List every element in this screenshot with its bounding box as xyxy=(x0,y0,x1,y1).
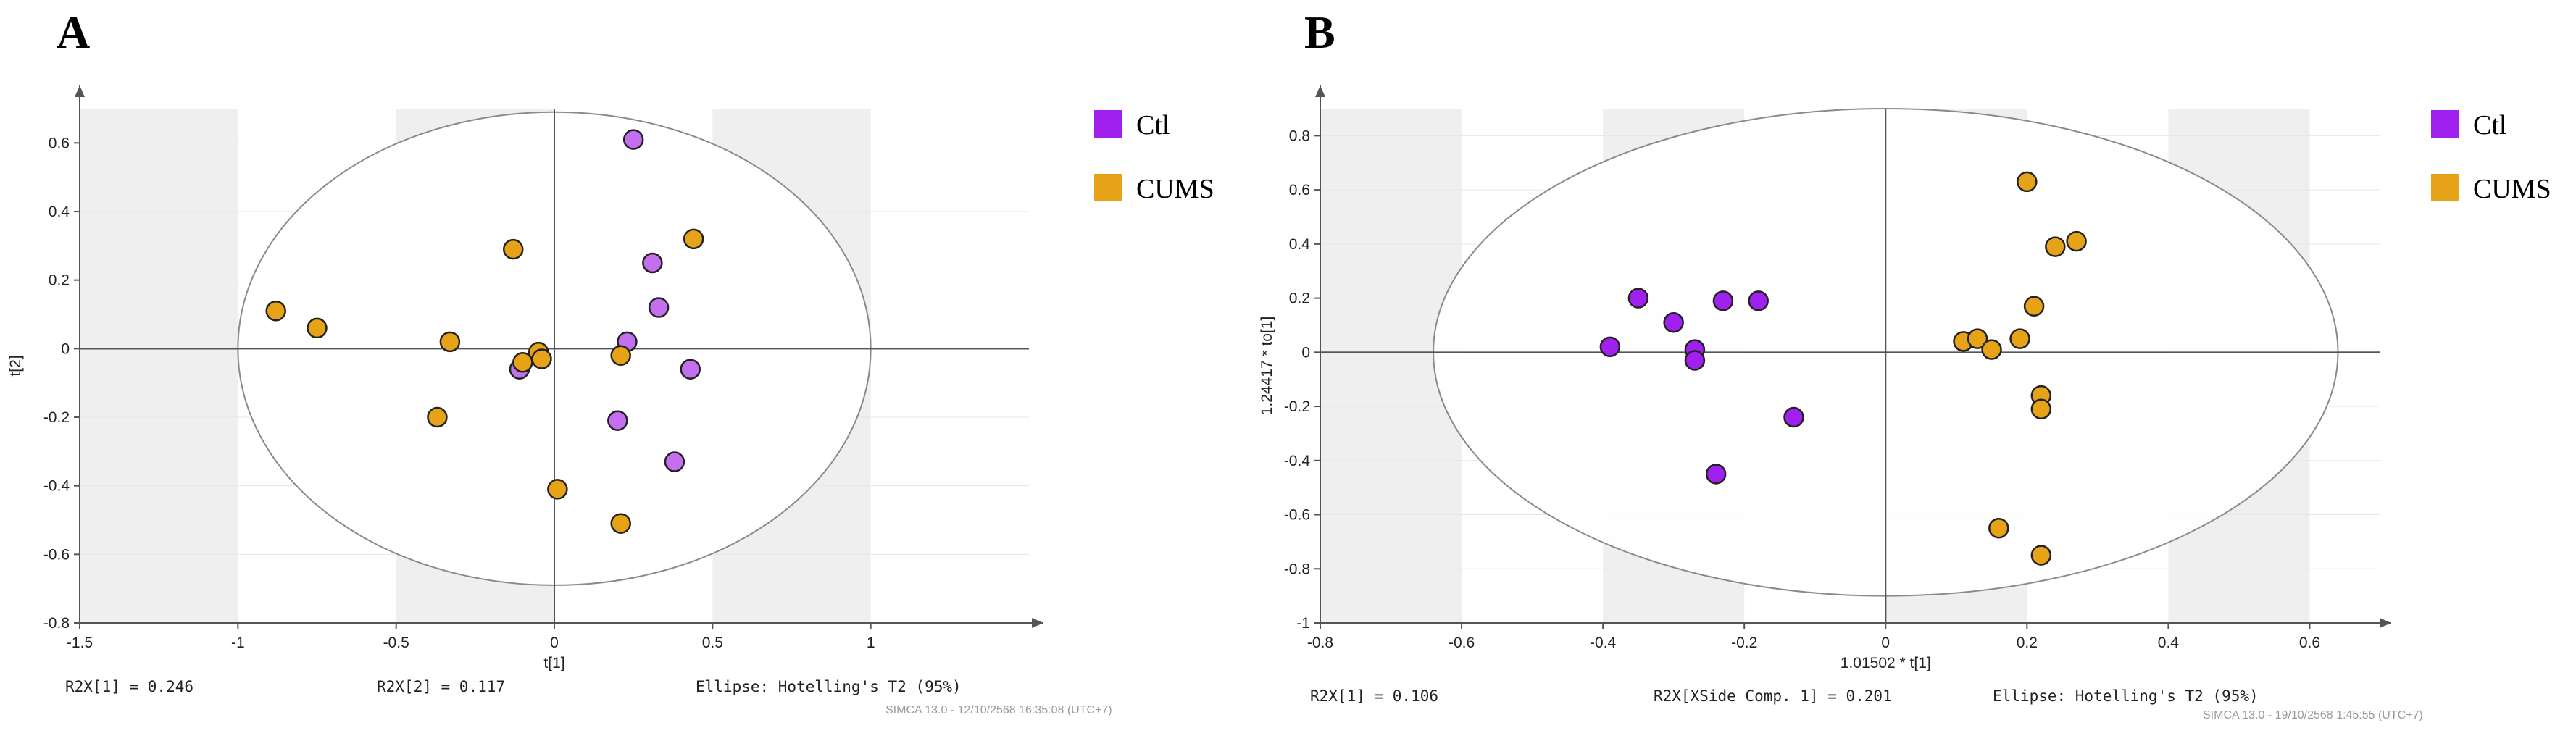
x-axis-arrow xyxy=(2380,618,2391,628)
y-tick-label: -0.2 xyxy=(1284,398,1310,415)
data-point-cums xyxy=(439,331,461,353)
y-tick-label: -0.4 xyxy=(43,478,70,495)
y-tick-label: -0.2 xyxy=(43,409,70,426)
y-tick-label: 0.4 xyxy=(49,204,70,220)
x-tick-label: 0.5 xyxy=(702,635,723,651)
data-point-cums xyxy=(427,406,448,428)
data-point-cums xyxy=(502,238,524,260)
legend-label-cums: CUMS xyxy=(2473,174,2551,204)
data-point-cums xyxy=(531,348,552,369)
data-point-ctl xyxy=(1684,350,1706,371)
legend-label-cums: CUMS xyxy=(1136,174,1214,204)
x-tick-label: -0.6 xyxy=(1449,635,1475,651)
x-axis-label: t[1] xyxy=(543,655,564,671)
x-tick-label: -1.5 xyxy=(67,635,93,651)
data-point-ctl xyxy=(1748,290,1769,311)
y-tick-label: 0.2 xyxy=(1289,290,1310,307)
y-tick-label: -0.4 xyxy=(1284,453,1311,469)
data-point-cums xyxy=(1981,339,2002,360)
legend-label-ctl: Ctl xyxy=(1136,110,1170,141)
chart-b: -0.8 -0.6 -0.4 -0.2 0 0.2 0.4 0.6 -1 -0.8 -0.6 -0.4… xyxy=(1259,85,2551,721)
data-point-cums xyxy=(683,228,704,250)
y-axis-arrow xyxy=(75,85,85,97)
data-point-cums xyxy=(610,513,631,534)
legend-swatch-ctl xyxy=(2431,110,2459,138)
grid-band xyxy=(80,109,238,623)
data-point-cums xyxy=(2009,328,2030,349)
footer-r2x-1: R2X[1] = 0.246 xyxy=(65,678,193,695)
data-point-ctl xyxy=(1712,290,1734,311)
data-point-cums xyxy=(265,301,286,322)
footer-ellipse: Ellipse: Hotelling's T2 (95%) xyxy=(696,678,962,695)
x-tick-label: 1 xyxy=(867,635,875,651)
chart-a: -1.5 -1 -0.5 0 0.5 1 -0.8 -0.6 -0.4 -0.2 0 0.2 0.4 0.… xyxy=(7,85,1214,716)
data-point-cums xyxy=(512,352,533,373)
y-tick-label: 0 xyxy=(61,340,70,357)
x-tick-label: -0.2 xyxy=(1731,635,1757,651)
y-tick-label: 0.6 xyxy=(49,135,70,151)
y-tick-label: -0.8 xyxy=(1284,561,1310,577)
data-point-cums xyxy=(2066,230,2087,252)
footer-r2x-2: R2X[2] = 0.117 xyxy=(377,678,505,695)
x-axis-label: 1.01502 * t[1] xyxy=(1841,655,1931,671)
y-tick-label: 0.6 xyxy=(1289,182,1310,198)
panel-a-letter: A xyxy=(57,7,91,58)
data-point-cums xyxy=(2030,398,2052,420)
y-tick-label: 0.8 xyxy=(1289,127,1310,144)
y-axis-label: 1.24417 * to[1] xyxy=(1259,317,1275,416)
data-point-ctl xyxy=(1705,464,1727,485)
data-point-ctl xyxy=(664,451,685,472)
footer-timestamp: SIMCA 13.0 - 19/10/2568 1:45:55 (UTC+7) xyxy=(2203,709,2423,721)
data-point-cums xyxy=(2023,296,2045,317)
y-tick-label: 0 xyxy=(1301,344,1310,361)
y-tick-label: 0.2 xyxy=(49,272,70,289)
data-point-cums xyxy=(547,479,568,500)
legend-swatch-cums xyxy=(2431,174,2459,201)
y-tick-label: -0.6 xyxy=(43,546,70,563)
data-point-ctl xyxy=(680,359,701,380)
y-axis-arrow xyxy=(1315,85,1325,97)
y-axis-label: t[2] xyxy=(7,355,24,376)
y-tick-label: -1 xyxy=(1296,615,1310,632)
footer-timestamp: SIMCA 13.0 - 12/10/2568 16:35:08 (UTC+7) xyxy=(885,704,1112,716)
y-tick-label: -0.8 xyxy=(43,615,70,632)
data-point-cums xyxy=(1988,517,2009,539)
x-tick-label: 0 xyxy=(1881,635,1890,651)
x-tick-label: -0.8 xyxy=(1307,635,1333,651)
x-tick-label: -1 xyxy=(231,635,245,651)
x-tick-label: -0.4 xyxy=(1590,635,1617,651)
footer-r2x-1: R2X[1] = 0.106 xyxy=(1310,687,1438,705)
data-point-ctl xyxy=(1663,311,1684,333)
x-tick-label: 0.2 xyxy=(2017,635,2038,651)
data-point-ctl xyxy=(622,129,644,150)
legend-swatch-ctl xyxy=(1094,110,1122,138)
data-point-cums xyxy=(2045,236,2066,257)
data-point-cums xyxy=(610,345,631,367)
data-point-ctl xyxy=(642,252,663,274)
data-point-ctl xyxy=(607,410,628,431)
y-tick-label: 0.4 xyxy=(1289,236,1311,253)
x-tick-label: 0 xyxy=(550,635,559,651)
data-point-ctl xyxy=(1599,336,1621,358)
data-point-cums xyxy=(307,317,328,339)
data-point-ctl xyxy=(648,297,670,318)
x-tick-label: 0.6 xyxy=(2299,635,2320,651)
panel-b-letter: B xyxy=(1304,7,1335,58)
footer-r2x-2: R2X[XSide Comp. 1] = 0.201 xyxy=(1654,687,1892,705)
legend-swatch-cums xyxy=(1094,174,1122,201)
x-axis-arrow xyxy=(1032,618,1043,628)
x-tick-label: -0.5 xyxy=(383,635,409,651)
footer-ellipse: Ellipse: Hotelling's T2 (95%) xyxy=(1993,687,2259,705)
data-point-cums xyxy=(2030,545,2052,566)
data-point-cums xyxy=(2017,171,2038,193)
legend-label-ctl: Ctl xyxy=(2473,110,2506,141)
x-tick-label: 0.4 xyxy=(2158,635,2180,651)
data-point-ctl xyxy=(1783,406,1804,428)
data-point-cums xyxy=(1967,328,1988,349)
data-point-ctl xyxy=(1627,288,1649,309)
y-tick-label: -0.6 xyxy=(1284,507,1310,524)
